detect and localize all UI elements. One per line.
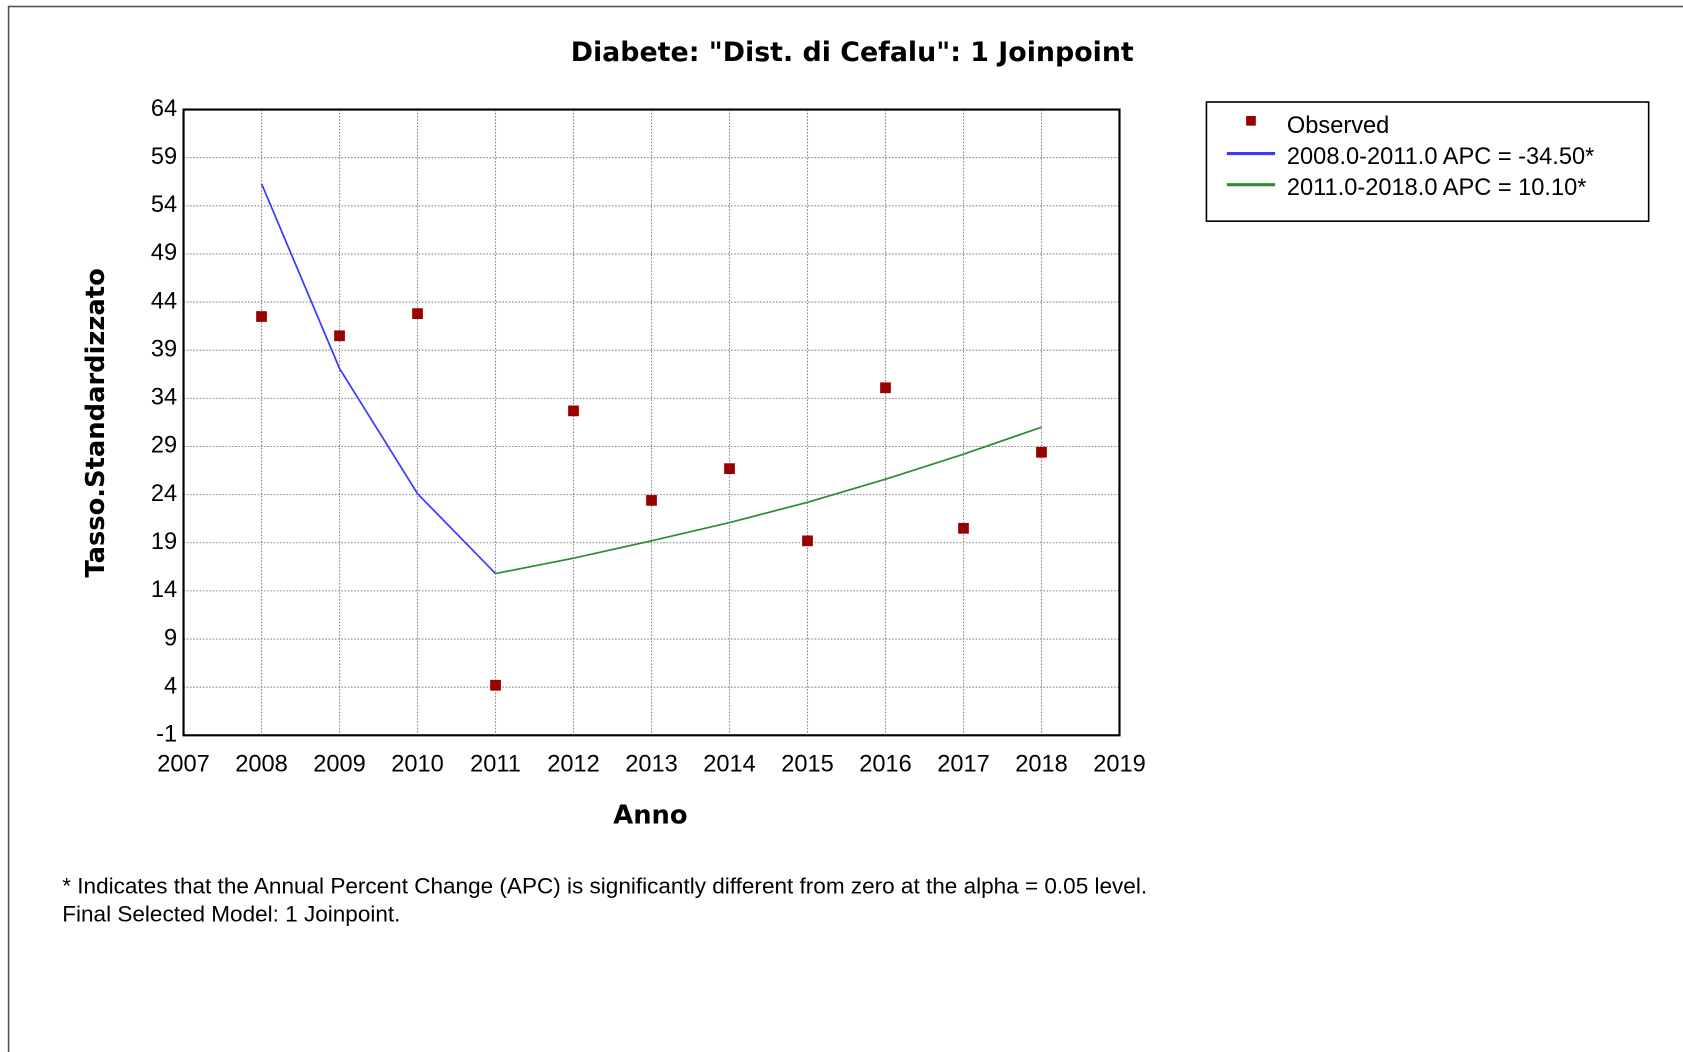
x-tick-label: 2007 <box>157 752 210 778</box>
observed-point <box>880 382 891 394</box>
observed-point <box>334 330 345 342</box>
x-tick-label: 2013 <box>625 752 678 778</box>
observed-point <box>256 311 267 322</box>
plot-border <box>182 108 1121 737</box>
y-tick-label: 44 <box>151 288 177 314</box>
footnote: * Indicates that the Annual Percent Chan… <box>62 874 1147 899</box>
legend-box <box>1205 101 1650 222</box>
x-tick-label: 2018 <box>1015 752 1068 778</box>
observed-point <box>412 308 423 320</box>
y-tick-label: 9 <box>164 625 177 651</box>
x-tick-label: 2017 <box>937 752 990 778</box>
x-axis-title: Anno <box>613 800 687 830</box>
y-tick-label: 29 <box>151 433 177 459</box>
x-tick-label: 2009 <box>313 752 366 778</box>
x-tick-label: 2010 <box>391 752 444 778</box>
y-tick-label: 19 <box>151 529 177 555</box>
y-tick-label: 14 <box>151 577 177 603</box>
x-tick-label: 2019 <box>1093 752 1146 778</box>
y-tick-label: 64 <box>151 96 177 122</box>
y-tick-label: 24 <box>151 481 177 507</box>
legend-label: Observed <box>1287 113 1389 139</box>
x-tick-label: 2012 <box>547 752 600 778</box>
observed-point <box>802 535 813 547</box>
x-tick-label: 2011 <box>470 752 521 778</box>
x-tick-label: 2014 <box>703 752 756 778</box>
observed-point <box>724 463 735 474</box>
y-tick-label: 59 <box>151 144 177 170</box>
chart-title: Diabete: "Dist. di Cefalu": 1 Joinpoint <box>571 37 1134 68</box>
y-tick-label: 49 <box>151 240 177 266</box>
observed-point <box>490 679 501 691</box>
fit-line <box>260 183 497 575</box>
x-tick-label: 2015 <box>781 752 834 778</box>
footnote: Final Selected Model: 1 Joinpoint. <box>62 902 400 927</box>
legend-marker <box>1246 115 1256 126</box>
observed-point <box>646 495 657 506</box>
legend-label: 2011.0-2018.0 APC = 10.10* <box>1287 175 1587 201</box>
x-tick-label: 2008 <box>235 752 288 778</box>
y-tick-label: 54 <box>151 192 177 218</box>
y-axis-title: Tasso.Standardizzato <box>81 268 111 577</box>
y-tick-label: 4 <box>164 673 177 699</box>
observed-point <box>1036 446 1047 458</box>
legend-label: 2008.0-2011.0 APC = -34.50* <box>1287 144 1594 170</box>
fit-line <box>495 426 1042 575</box>
observed-point <box>958 522 969 534</box>
y-tick-label: 34 <box>151 385 177 411</box>
y-tick-label: 39 <box>151 336 177 362</box>
y-tick-label: -1 <box>156 722 177 748</box>
observed-point <box>568 405 579 417</box>
x-tick-label: 2016 <box>859 752 912 778</box>
